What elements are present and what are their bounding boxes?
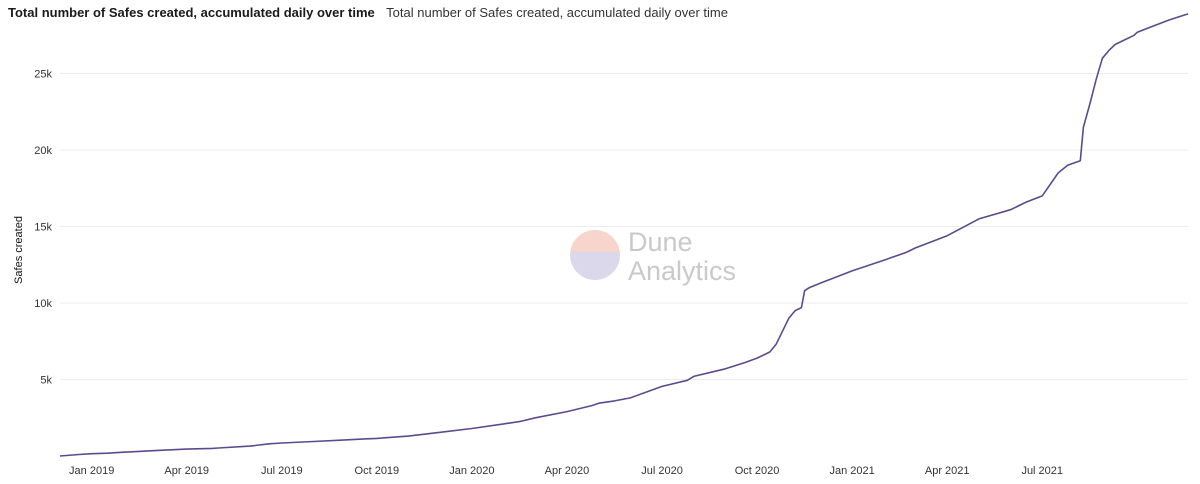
x-tick-label: Jan 2021 [830,465,875,477]
x-axis-ticks: Jan 2019 Apr 2019 Jul 2019 Oct 2019 Jan 2020… [69,465,1063,477]
x-tick-label: Jul 2019 [261,465,303,477]
y-tick-label: 15k [34,222,52,234]
y-axis-title: Safes created [13,216,25,284]
watermark-line-2: Analytics [628,256,736,286]
x-tick-label: Jan 2019 [69,465,114,477]
x-tick-label: Oct 2020 [735,465,780,477]
x-tick-label: Jul 2020 [641,465,683,477]
chart-title: Total number of Safes created, accumulat… [8,5,375,20]
watermark-logo-icon-lower [570,252,620,280]
x-tick-label: Oct 2019 [355,465,400,477]
series-layer [59,13,1189,457]
dune-analytics-watermark: Dune Analytics [570,227,736,286]
watermark-logo-icon [570,230,620,252]
gridlines [60,73,1188,381]
x-tick-label: Jan 2020 [449,465,494,477]
y-tick-label: 20k [34,145,52,157]
chart-subtitle: Total number of Safes created, accumulat… [386,5,728,20]
chart-header: Total number of Safes created, accumulat… [8,5,728,20]
y-tick-label: 10k [34,298,52,310]
x-tick-label: Apr 2021 [925,465,970,477]
y-tick-label: 25k [34,69,52,81]
watermark-line-1: Dune [628,227,693,257]
x-tick-label: Apr 2019 [164,465,209,477]
y-axis-ticks: 5k 10k 15k 20k 25k [34,69,52,387]
series-line-safes-created[interactable] [59,13,1189,457]
y-tick-label: 5k [40,375,52,387]
x-tick-label: Apr 2020 [545,465,590,477]
x-tick-label: Jul 2021 [1021,465,1063,477]
